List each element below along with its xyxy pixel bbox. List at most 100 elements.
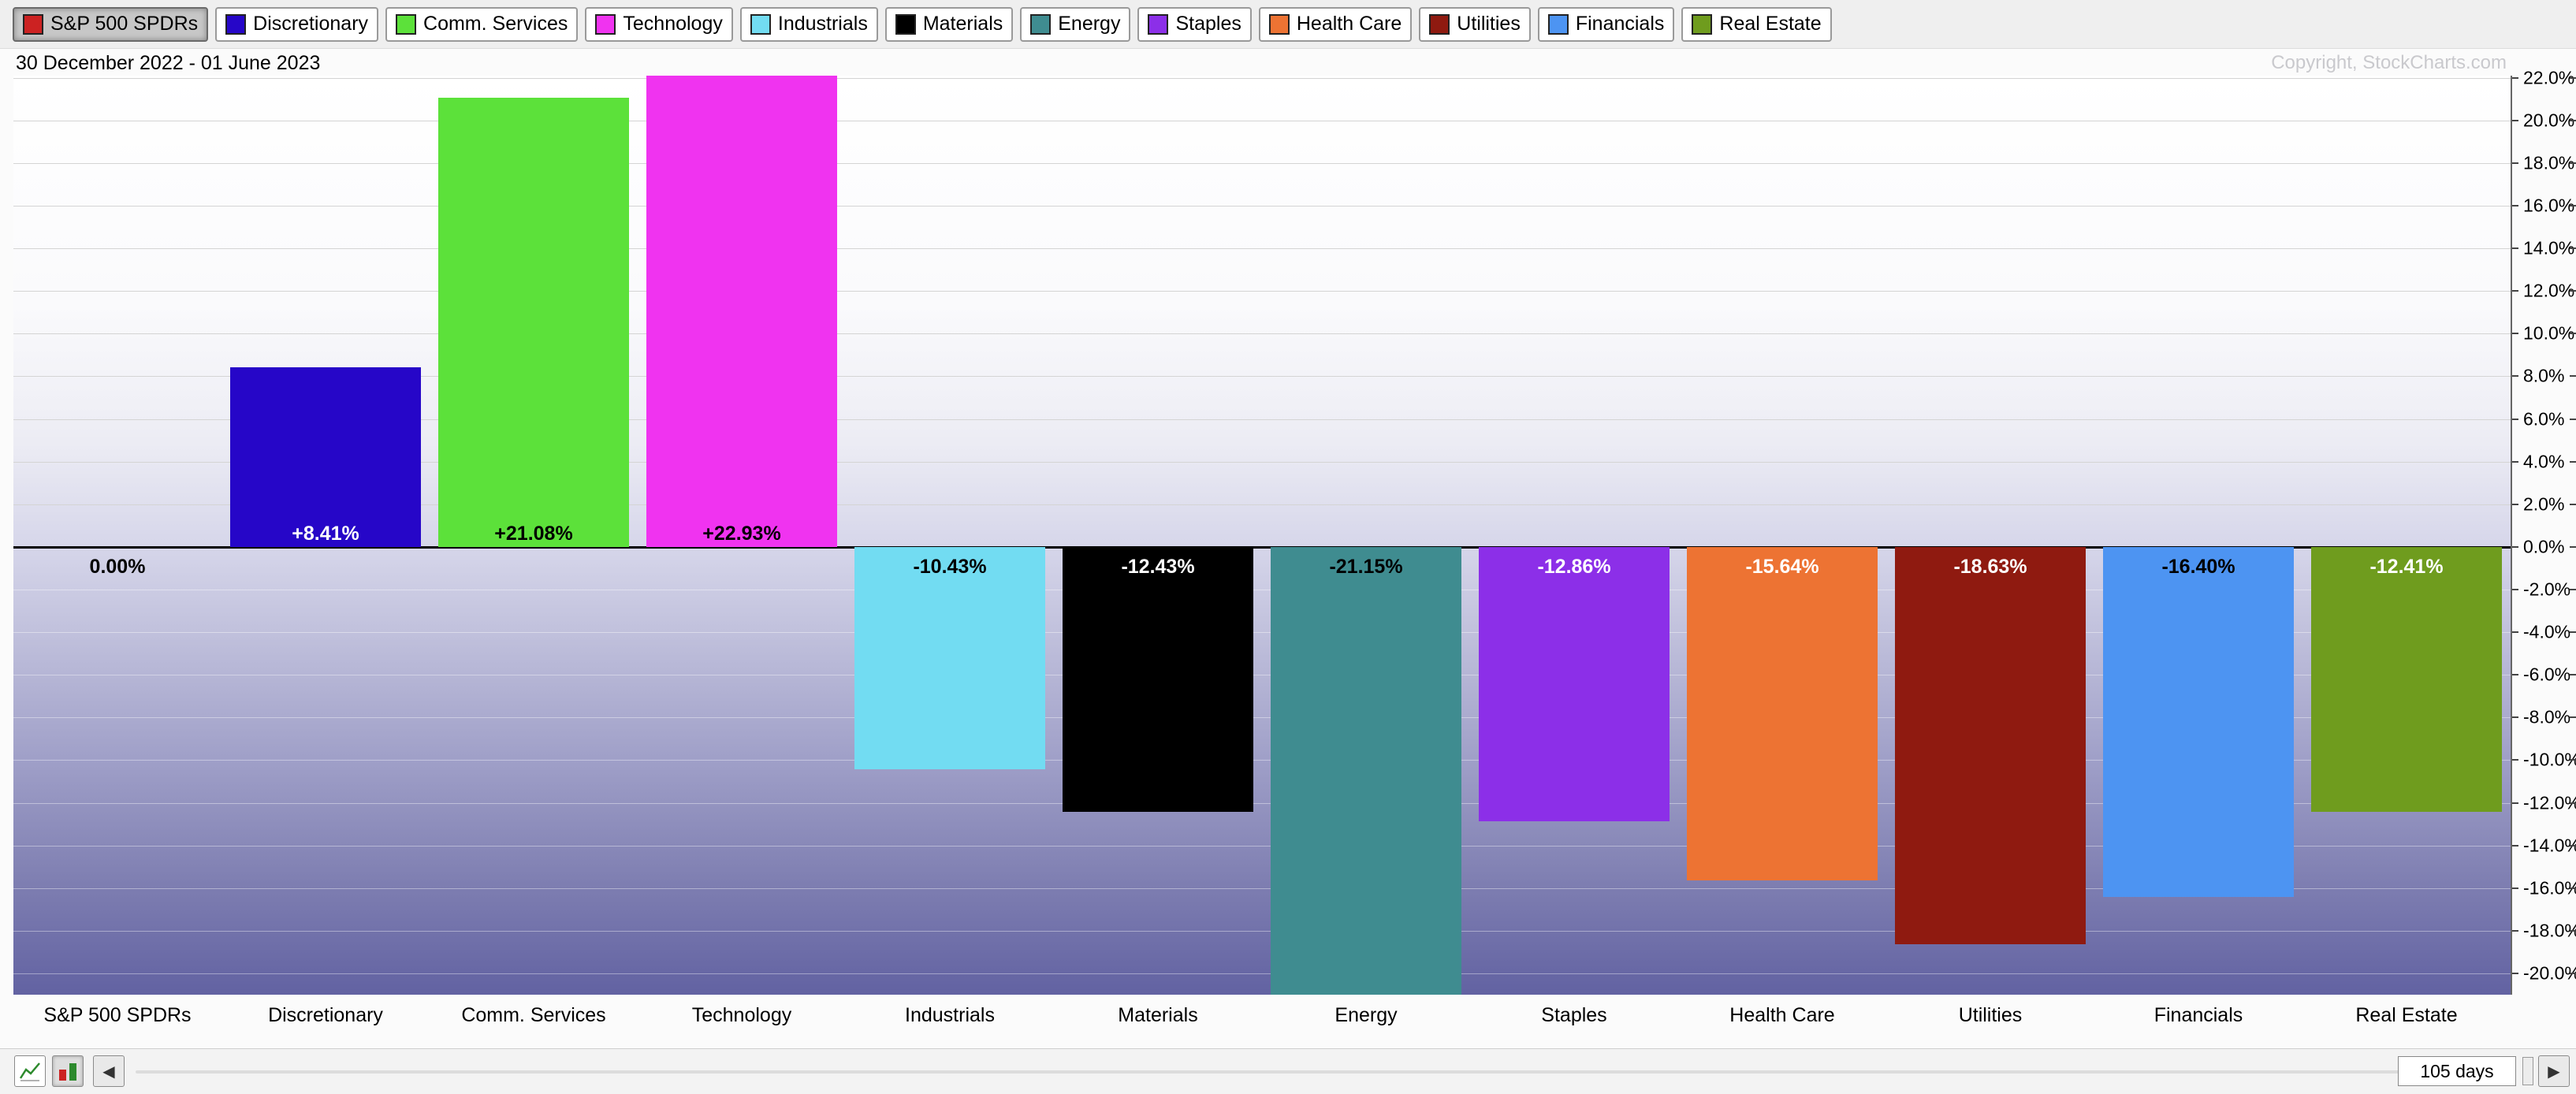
legend-label: Utilities bbox=[1457, 13, 1521, 35]
left-arrow-icon: ◀ bbox=[102, 1062, 115, 1081]
scroll-left-button[interactable]: ◀ bbox=[93, 1055, 125, 1087]
x-axis-label: Industrials bbox=[905, 1004, 995, 1026]
legend-label: Discretionary bbox=[253, 13, 369, 35]
legend-swatch bbox=[750, 13, 771, 35]
y-axis-tick-mark bbox=[2570, 802, 2576, 804]
x-axis-label: Health Care bbox=[1729, 1004, 1835, 1026]
y-axis-tick-mark bbox=[2512, 631, 2518, 634]
legend-swatch bbox=[895, 13, 916, 35]
y-axis-tick-mark bbox=[2570, 290, 2576, 292]
timeline-scrollbar-thumb[interactable] bbox=[2522, 1057, 2533, 1085]
gridline bbox=[13, 632, 2511, 634]
legend-button-technology[interactable]: Technology bbox=[585, 6, 733, 42]
y-axis-tick-label: -8.0% bbox=[2523, 706, 2571, 727]
legend-swatch bbox=[23, 13, 43, 35]
x-axis-label: Materials bbox=[1118, 1004, 1198, 1026]
y-axis-tick-mark bbox=[2512, 76, 2518, 79]
y-axis-tick-mark bbox=[2512, 759, 2518, 761]
x-axis-label: Staples bbox=[1541, 1004, 1607, 1026]
legend-button-comm-services[interactable]: Comm. Services bbox=[385, 6, 579, 42]
line-chart-mode-button[interactable] bbox=[14, 1055, 46, 1087]
legend-label: Industrials bbox=[777, 13, 868, 35]
gridline bbox=[13, 291, 2511, 292]
y-axis-tick-label: 22.0% bbox=[2523, 67, 2575, 88]
bar-real-estate bbox=[2310, 546, 2503, 812]
bar-value-label: -10.43% bbox=[913, 555, 987, 578]
legend-button-staples[interactable]: Staples bbox=[1137, 6, 1252, 42]
x-axis-label: Energy bbox=[1335, 1004, 1398, 1026]
date-range-label: 30 December 2022 - 01 June 2023 bbox=[16, 51, 321, 74]
timeline-scrollbar-track[interactable] bbox=[136, 1070, 2478, 1074]
bar-industrials bbox=[854, 546, 1046, 770]
y-axis-tick-label: 2.0% bbox=[2523, 493, 2565, 515]
bar-comm-services bbox=[437, 97, 630, 547]
x-axis-label: S&P 500 SPDRs bbox=[43, 1004, 192, 1026]
y-axis-tick-mark bbox=[2512, 887, 2518, 889]
bar-value-label: 0.00% bbox=[89, 555, 146, 578]
legend-swatch bbox=[1268, 13, 1290, 35]
gridline bbox=[13, 461, 2511, 463]
gridline bbox=[13, 162, 2511, 164]
y-axis-tick-mark bbox=[2570, 674, 2576, 676]
bar-value-label: +22.93% bbox=[702, 522, 781, 545]
y-axis-tick-mark bbox=[2512, 333, 2518, 335]
y-axis-tick-label: 14.0% bbox=[2523, 237, 2575, 259]
y-axis-tick-mark bbox=[2570, 972, 2576, 974]
y-axis-tick-label: 8.0% bbox=[2523, 365, 2565, 386]
legend-label: Comm. Services bbox=[423, 13, 568, 35]
x-axis-label: Utilities bbox=[1958, 1004, 2023, 1026]
legend-swatch bbox=[225, 13, 247, 35]
bar-discretionary bbox=[229, 367, 422, 547]
legend-button-materials[interactable]: Materials bbox=[884, 6, 1014, 42]
legend-label: Technology bbox=[623, 13, 723, 35]
y-axis-tick-mark bbox=[2512, 929, 2518, 932]
legend-button-discretionary[interactable]: Discretionary bbox=[215, 6, 379, 42]
legend-button-energy[interactable]: Energy bbox=[1020, 6, 1131, 42]
chart-plot-area: 0.00% +8.41% +21.08% +22.93% -10.43% -12.43% -… bbox=[13, 76, 2512, 995]
days-range-input[interactable] bbox=[2398, 1056, 2516, 1086]
y-axis-tick-label: 4.0% bbox=[2523, 451, 2565, 472]
y-axis-tick-mark bbox=[2570, 460, 2576, 463]
bar-value-label: +8.41% bbox=[292, 522, 359, 545]
bar-financials bbox=[2102, 546, 2295, 897]
y-axis-tick-label: -16.0% bbox=[2523, 877, 2576, 899]
right-arrow-icon: ▶ bbox=[2548, 1062, 2560, 1081]
y-axis-tick-mark bbox=[2570, 205, 2576, 207]
gridline bbox=[13, 845, 2511, 847]
y-axis-tick-mark bbox=[2512, 460, 2518, 463]
bar-staples bbox=[1478, 546, 1670, 821]
y-axis-tick-label: -20.0% bbox=[2523, 962, 2576, 984]
y-axis-tick-mark bbox=[2512, 802, 2518, 804]
bar-value-label: -21.15% bbox=[1329, 555, 1403, 578]
gridline bbox=[13, 973, 2511, 974]
legend-button-s-p-500-spdrs[interactable]: S&P 500 SPDRs bbox=[13, 6, 209, 42]
y-axis-tick-label: -2.0% bbox=[2523, 579, 2571, 600]
x-axis-labels: S&P 500 SPDRs Discretionary Comm. Services… bbox=[0, 995, 2576, 1042]
y-axis-tick-mark bbox=[2570, 162, 2576, 164]
zero-line bbox=[13, 545, 2511, 549]
scroll-right-button[interactable]: ▶ bbox=[2538, 1055, 2570, 1087]
gridline bbox=[13, 802, 2511, 804]
y-axis-tick-label: -4.0% bbox=[2523, 621, 2571, 642]
gridline bbox=[13, 717, 2511, 719]
bar-utilities bbox=[1894, 546, 2086, 944]
y-axis: 22.0% 20.0% 18.0% 16.0% 14.0% 12.0% 10.0% 8.0% 6… bbox=[2512, 67, 2576, 995]
legend-label: Health Care bbox=[1296, 13, 1402, 35]
legend-button-utilities[interactable]: Utilities bbox=[1419, 6, 1531, 42]
legend-swatch bbox=[1692, 13, 1713, 35]
gridline bbox=[13, 77, 2511, 79]
legend-button-industrials[interactable]: Industrials bbox=[739, 6, 878, 42]
legend-button-health-care[interactable]: Health Care bbox=[1258, 6, 1413, 42]
legend-button-financials[interactable]: Financials bbox=[1537, 6, 1675, 42]
y-axis-tick-mark bbox=[2512, 418, 2518, 420]
bar-value-label: -16.40% bbox=[2161, 555, 2235, 578]
bar-energy bbox=[1270, 546, 1462, 995]
bar-chart-mode-button[interactable] bbox=[52, 1055, 84, 1087]
legend-button-real-estate[interactable]: Real Estate bbox=[1681, 6, 1832, 42]
bar-value-label: +21.08% bbox=[494, 522, 573, 545]
x-axis-label: Discretionary bbox=[268, 1004, 383, 1026]
y-axis-tick-label: 0.0% bbox=[2523, 536, 2565, 557]
x-axis-label: Financials bbox=[2153, 1004, 2243, 1026]
y-axis-tick-mark bbox=[2570, 844, 2576, 847]
x-axis-label: Technology bbox=[691, 1004, 792, 1026]
